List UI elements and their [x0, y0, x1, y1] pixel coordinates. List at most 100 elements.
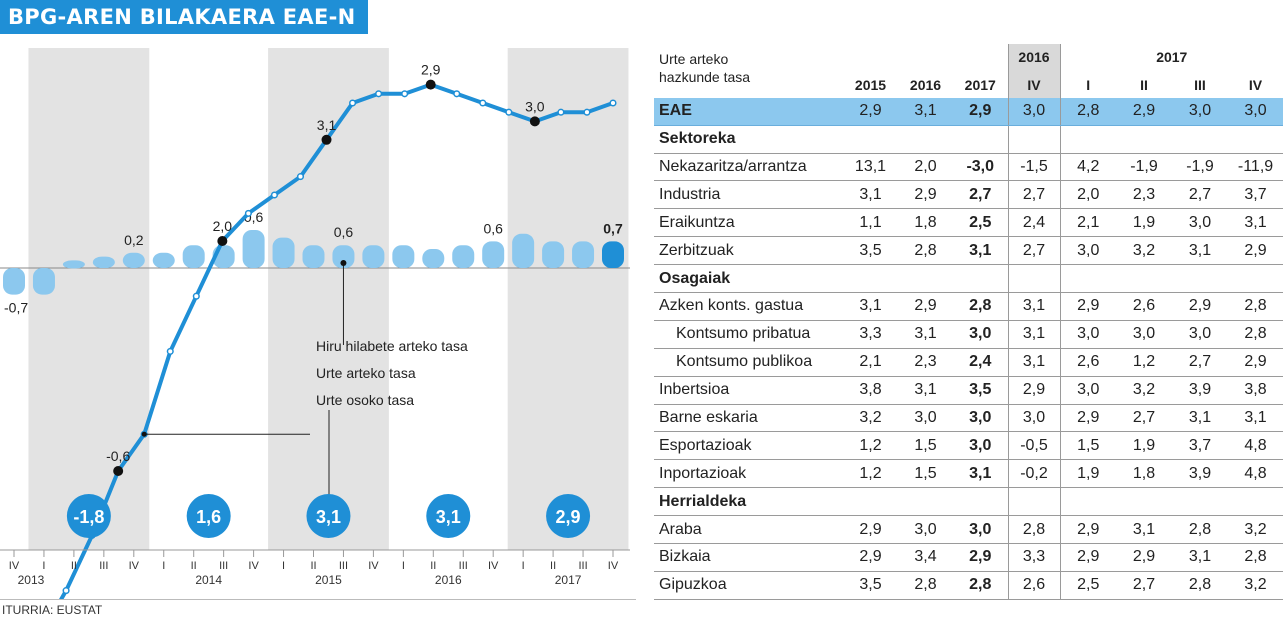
table-cell: 3,5	[843, 571, 898, 600]
quarter-label: I	[402, 560, 405, 572]
table-cell: 2,5	[1059, 571, 1116, 600]
table-cell	[843, 487, 898, 517]
row-label: Azken konts. gastua	[654, 292, 843, 321]
table-cell: 3,8	[843, 376, 898, 405]
table-cell: 1,2	[843, 431, 898, 461]
line-value-label: -0,6	[106, 448, 130, 464]
year-group-2016: 2016	[1007, 44, 1060, 71]
quarter-label: IV	[488, 560, 499, 572]
section-row: Osagaiak	[654, 264, 1283, 294]
yearly-rate-circle	[546, 494, 591, 538]
table-cell: 3,1	[1007, 348, 1060, 377]
table-cell: 3,0	[898, 515, 953, 545]
quarter-label: III	[578, 560, 587, 572]
table-cell: 2,0	[1059, 180, 1116, 210]
table-cell: 2,9	[843, 515, 898, 545]
quarterly-bar	[182, 245, 205, 268]
labelled-point	[321, 134, 332, 145]
table-cell: 3,1	[843, 180, 898, 210]
table-cell: 2,8	[1007, 515, 1060, 545]
table-cell: 3,1	[953, 236, 1008, 266]
line-point	[270, 191, 278, 199]
table-cell: 2,1	[843, 348, 898, 377]
table-row: Nekazaritza/arrantza 13,1 2,0 -3,0 -1,5 4,2 -1…	[654, 153, 1283, 182]
table-cell: 2,9	[1059, 292, 1116, 321]
table-cell: 2,4	[1007, 208, 1060, 238]
table-cell: 3,7	[1172, 431, 1228, 461]
table-cell: 3,1	[1172, 404, 1228, 433]
labelled-point	[529, 116, 540, 127]
quarter-label: I	[162, 560, 165, 572]
table-cell: 1,2	[1116, 348, 1172, 377]
quarter-label: IV	[129, 560, 140, 572]
table-row: Kontsumo publikoa 2,1 2,3 2,4 3,1 2,6 1,2 2,7 2,…	[654, 348, 1283, 377]
row-label: Zerbitzuak	[654, 236, 843, 266]
table-row: Azken konts. gastua 3,1 2,9 2,8 3,1 2,9 2,6 2,9…	[654, 292, 1283, 321]
table-cell	[1007, 487, 1060, 517]
row-label: Gipuzkoa	[654, 571, 843, 600]
table-cell: 2,7	[1007, 180, 1060, 210]
table-cell	[1116, 264, 1172, 294]
table-cell	[1172, 264, 1228, 294]
table-cell: 2,6	[1116, 292, 1172, 321]
line-point	[375, 90, 383, 98]
line-point	[453, 90, 461, 98]
row-label: Esportazioak	[654, 431, 843, 461]
quarter-label: II	[310, 560, 316, 572]
table-cell: 2,8	[1228, 543, 1283, 572]
legend-yearly: Urte osoko tasa	[316, 392, 414, 408]
table-cell: 3,1	[898, 97, 953, 126]
year-label: 2014	[195, 573, 222, 587]
table-cell: 2,7	[1172, 180, 1228, 210]
table-cell: 3,8	[1228, 376, 1283, 405]
table-cell: 3,0	[1116, 320, 1172, 349]
table-cell: 2,9	[1059, 515, 1116, 545]
table-cell: 3,5	[953, 376, 1008, 405]
line-point	[609, 99, 617, 107]
table-row: Industria 3,1 2,9 2,7 2,7 2,0 2,3 2,7 3,7	[654, 180, 1283, 210]
quarter-label: IV	[368, 560, 379, 572]
table-cell	[1059, 487, 1116, 517]
line-value-label: 3,1	[317, 117, 337, 133]
chart-title: BPG-AREN BILAKAERA EAE-N	[0, 0, 368, 34]
quarterly-bar	[422, 249, 445, 268]
yearly-rate-circle	[306, 494, 351, 538]
table-cell: 2,8	[898, 236, 953, 266]
growth-table: Urte arteko hazkunde tasa 2016 2017 2015…	[654, 44, 1283, 600]
table-cell: 2,8	[1228, 320, 1283, 349]
table-cell: 3,0	[953, 515, 1008, 545]
labelled-point	[217, 236, 228, 246]
quarter-label: III	[339, 560, 348, 572]
source-note: ITURRIA: EUSTAT	[2, 603, 103, 617]
line-point	[62, 587, 70, 595]
table-cell: 1,9	[1059, 459, 1116, 489]
yearly-rate-circle	[186, 494, 231, 538]
table-cell: -1,9	[1172, 153, 1228, 182]
line-point	[557, 108, 565, 116]
table-cell: 1,9	[1116, 208, 1172, 238]
table-cell: 3,0	[1172, 208, 1228, 238]
table-cell: 2,9	[1007, 376, 1060, 405]
column-header: IV	[1248, 76, 1263, 93]
column-header: 2016	[909, 76, 942, 93]
quarterly-bar	[242, 230, 265, 268]
line-point	[401, 90, 409, 98]
quarter-label: III	[99, 560, 108, 572]
year-group-2017: 2017	[1059, 44, 1283, 71]
table-cell: -11,9	[1228, 153, 1283, 182]
table-cell: 3,5	[843, 236, 898, 266]
yearly-rate-label: 3,1	[436, 507, 461, 527]
bar-value-label: 0,2	[124, 232, 144, 248]
quarterly-bar	[122, 252, 145, 268]
table-cell: 2,7	[1007, 236, 1060, 266]
table-cell: 2,1	[1059, 208, 1116, 238]
quarterly-bar	[572, 241, 595, 268]
quarter-label: I	[522, 560, 525, 572]
table-cell: 2,5	[953, 208, 1008, 238]
table-cell: 1,5	[898, 459, 953, 489]
table-cell: -0,5	[1007, 431, 1060, 461]
table-cell: 3,0	[1059, 376, 1116, 405]
line-value-label: 3,0	[525, 98, 545, 114]
quarterly-bar	[272, 237, 295, 268]
row-label: Inportazioak	[654, 459, 843, 489]
